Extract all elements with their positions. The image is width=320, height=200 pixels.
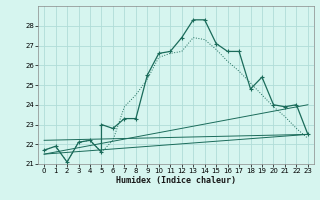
- X-axis label: Humidex (Indice chaleur): Humidex (Indice chaleur): [116, 176, 236, 185]
